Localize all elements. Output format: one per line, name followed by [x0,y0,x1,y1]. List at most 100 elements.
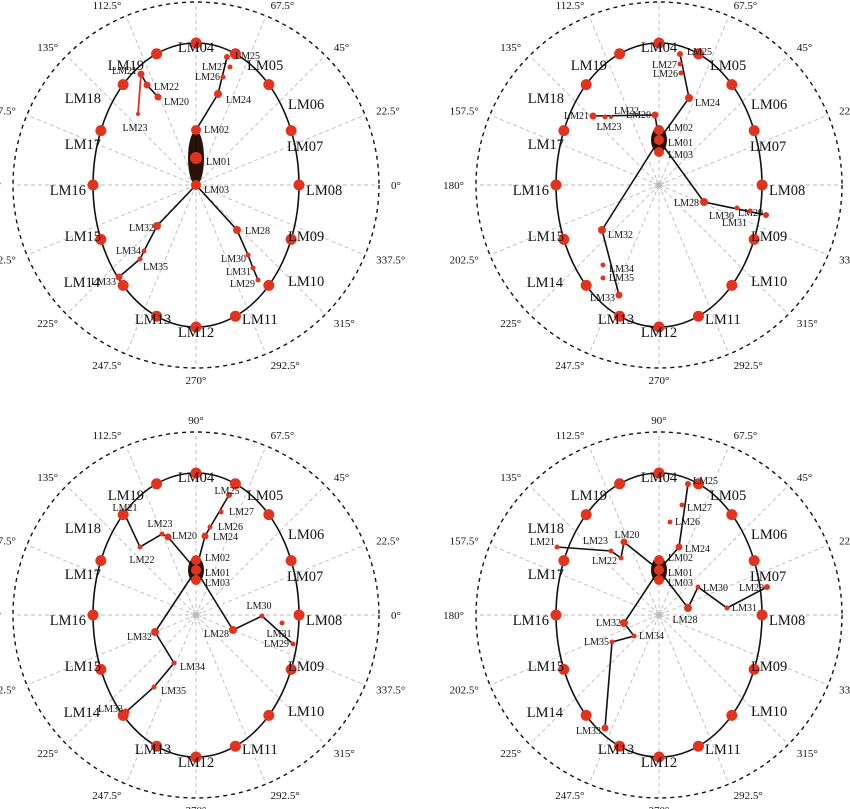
landmark-point [679,502,685,508]
landmark-label: LM02 [204,125,229,136]
landmark-label: LM31 [722,218,747,229]
landmark-point [190,321,202,333]
landmark-label: LM08 [769,613,805,629]
panel-bottom-right: 0°22.5°45°67.5°90°112.5°135°157.5°180°20… [443,415,850,809]
landmark-point [589,112,597,120]
landmark-label: LM13 [598,742,634,758]
landmark-point [122,708,130,716]
landmark-label: LM30 [221,254,246,265]
landmark-point [279,620,285,626]
landmark-point [191,565,201,575]
landmark-point [580,709,592,721]
landmark-point [550,179,562,191]
landmark-point [614,310,626,322]
landmark-point [224,54,230,60]
landmark-label: LM32 [608,230,633,241]
angle-label: 247.5° [555,790,584,802]
landmark-point [143,81,151,89]
landmark-label: LM26 [195,72,220,83]
landmark-point [558,233,570,245]
landmark-point [600,262,606,268]
landmark-label: LM08 [306,613,342,629]
landmark-label: LM25 [687,47,712,58]
landmark-point [115,273,123,281]
center-mark [653,179,665,191]
landmark-label: LM23 [123,123,148,134]
landmark-label: LM01 [206,157,231,168]
landmark-label: LM09 [288,229,324,245]
angle-label: 135° [500,42,521,54]
landmark-label: LM33 [98,704,123,715]
landmark-label: LM06 [288,97,324,113]
landmark-label: LM32 [127,632,152,643]
landmark-label: LM19 [571,58,607,74]
landmark-point [207,524,213,530]
radial-gridline [195,485,326,616]
landmark-label: LM30 [709,211,734,222]
landmark-label: LM04 [178,470,215,486]
connection-line [195,569,294,645]
angle-label: 45° [797,472,812,484]
landmark-point [724,605,730,611]
landmark-point [263,509,275,521]
landmark-label: LM18 [528,91,564,107]
landmark-label: LM17 [65,567,101,583]
landmark-label: LM32 [596,618,621,629]
landmark-point [550,609,562,621]
landmark-point [602,114,608,120]
landmark-label: LM08 [306,183,342,199]
landmark-label: LM29 [230,279,255,290]
landmark-point [214,90,222,98]
landmark-point [726,79,738,91]
radial-gridline [658,114,829,186]
landmark-point [117,79,129,91]
landmark-label: LM07 [287,139,323,155]
landmark-point [95,663,107,675]
landmark-label: LM24 [213,532,238,543]
landmark-point [614,740,626,752]
landmark-label: LM35 [584,637,609,648]
landmark-label: LM24 [685,544,710,555]
radial-gridline [658,544,829,616]
angle-label: 67.5° [271,430,295,442]
landmark-label: LM12 [178,755,214,771]
landmark-label: LM20 [172,531,197,542]
landmark-label: LM16 [513,613,549,629]
angle-label: 135° [37,42,58,54]
landmark-point [651,111,659,119]
landmark-point [726,709,738,721]
landmark-point [609,639,615,645]
landmark-point [255,277,261,283]
landmark-point [220,74,226,80]
radial-gridline [125,184,197,355]
landmark-label: LM18 [528,521,564,537]
landmark-point [154,93,162,101]
landmark-label: LM02 [205,553,230,564]
panel-top-left: 0°22.5°45°67.5°90°112.5°135°157.5°180°20… [0,0,405,387]
landmark-point [764,584,770,590]
landmark-point [229,478,241,490]
landmark-point [654,147,664,157]
landmark-point [285,125,297,137]
landmark-label: LM03 [204,185,229,196]
landmark-label: LM11 [705,742,741,758]
angle-label: 22.5° [839,535,850,547]
landmark-point [726,509,738,521]
landmark-label: LM22 [130,555,155,566]
landmark-label: LM30 [247,601,272,612]
landmark-label: LM11 [242,312,278,328]
landmark-point [558,555,570,567]
radial-gridline [195,184,267,355]
angle-label: 112.5° [93,0,122,12]
angle-label: 45° [797,42,812,54]
landmark-point [677,51,683,57]
landmark-label: LM07 [287,569,323,585]
landmark-label: LM03 [668,578,693,589]
angle-label: 202.5° [0,255,16,267]
landmark-point [290,641,296,647]
landmark-label: LM14 [527,705,564,721]
landmark-point [229,740,241,752]
landmark-point [653,321,665,333]
angle-label: 225° [37,318,58,330]
landmark-point [747,208,753,214]
